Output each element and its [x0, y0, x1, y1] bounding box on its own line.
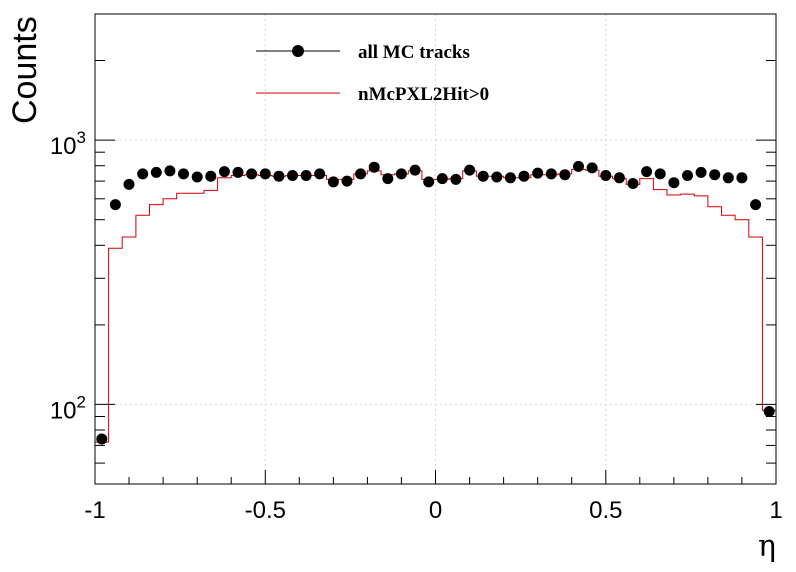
legend-marker-all-mc-tracks [292, 45, 304, 57]
data-point-all-mc-tracks [436, 173, 448, 185]
data-point-all-mc-tracks [545, 168, 557, 180]
data-point-all-mc-tracks [450, 173, 462, 185]
data-point-all-mc-tracks [382, 173, 394, 185]
y-tick-labels: 102 103 [50, 128, 86, 424]
x-tick-label: 1 [769, 497, 782, 524]
y-axis-label: Counts [6, 16, 44, 124]
data-point-all-mc-tracks [314, 168, 326, 180]
x-axis-label: η [758, 529, 776, 564]
data-point-all-mc-tracks [709, 169, 721, 181]
data-point-all-mc-tracks [559, 169, 571, 181]
data-point-all-mc-tracks [477, 170, 489, 182]
data-point-all-mc-tracks [137, 168, 149, 180]
data-point-all-mc-tracks [613, 172, 625, 184]
data-point-all-mc-tracks [327, 176, 339, 188]
y-tick-label: 103 [50, 128, 86, 160]
data-point-all-mc-tracks [491, 171, 503, 183]
data-point-all-mc-tracks [300, 170, 312, 181]
data-point-all-mc-tracks [355, 168, 367, 180]
data-point-all-mc-tracks [654, 168, 666, 180]
data-point-all-mc-tracks [518, 170, 530, 182]
data-point-all-mc-tracks [164, 165, 176, 177]
x-tick-label: 0 [429, 497, 442, 524]
data-point-all-mc-tracks [423, 176, 435, 188]
data-point-all-mc-tracks [695, 166, 707, 178]
data-point-all-mc-tracks [232, 166, 244, 178]
data-point-all-mc-tracks [341, 175, 353, 187]
x-tick-label: -0.5 [245, 497, 286, 524]
data-point-all-mc-tracks [722, 172, 734, 184]
data-point-all-mc-tracks [368, 161, 380, 173]
data-point-all-mc-tracks [191, 171, 203, 183]
data-point-all-mc-tracks [600, 170, 612, 181]
data-point-all-mc-tracks [573, 160, 584, 172]
legend: all MC tracks nMcPXL2Hit>0 [256, 42, 489, 105]
data-point-all-mc-tracks [409, 164, 421, 176]
data-point-all-mc-tracks [178, 168, 189, 180]
data-point-all-mc-tracks [586, 162, 598, 174]
data-point-all-mc-tracks [736, 172, 748, 184]
data-point-all-mc-tracks [532, 167, 544, 179]
legend-label-nmcpxl2hit: nMcPXL2Hit>0 [358, 84, 489, 105]
data-point-all-mc-tracks [150, 166, 162, 178]
data-point-all-mc-tracks [259, 168, 271, 180]
data-point-all-mc-tracks [627, 178, 639, 189]
data-point-all-mc-tracks [96, 433, 108, 445]
series-all-mc-tracks-markers [96, 160, 775, 445]
data-point-all-mc-tracks [682, 170, 693, 181]
data-point-all-mc-tracks [763, 406, 775, 417]
x-tick-labels: -1 -0.5 0 0.5 1 [84, 497, 782, 524]
x-tick-label: 0.5 [589, 497, 622, 524]
data-point-all-mc-tracks [287, 170, 298, 181]
x-tick-label: -1 [84, 497, 105, 524]
data-point-all-mc-tracks [750, 199, 762, 211]
data-point-all-mc-tracks [218, 166, 230, 178]
data-point-all-mc-tracks [668, 177, 680, 189]
data-point-all-mc-tracks [464, 164, 476, 176]
data-point-all-mc-tracks [123, 178, 135, 190]
data-point-all-mc-tracks [395, 168, 407, 180]
grid [95, 14, 776, 484]
legend-label-all-mc-tracks: all MC tracks [358, 42, 470, 63]
data-point-all-mc-tracks [273, 170, 285, 182]
data-point-all-mc-tracks [246, 168, 258, 180]
data-point-all-mc-tracks [109, 199, 121, 211]
axis-ticks [94, 13, 777, 485]
y-tick-label: 102 [50, 392, 86, 424]
data-point-all-mc-tracks [205, 170, 217, 182]
data-point-all-mc-tracks [641, 166, 653, 178]
data-point-all-mc-tracks [504, 172, 516, 184]
